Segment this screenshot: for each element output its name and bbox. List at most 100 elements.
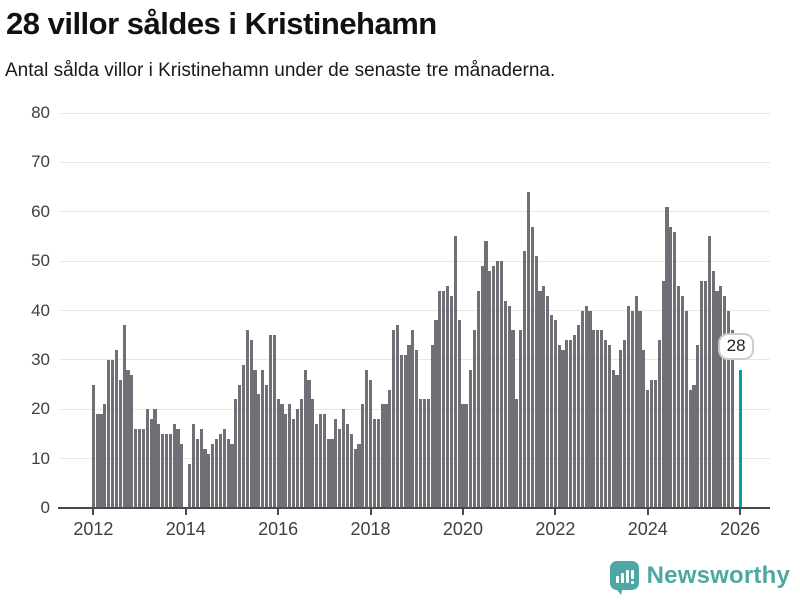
bar (723, 295, 727, 508)
bar (253, 369, 257, 508)
bar (476, 290, 480, 508)
bar (673, 231, 677, 508)
y-tick-label: 70 (31, 152, 50, 172)
bar (107, 359, 111, 508)
bar (492, 266, 496, 508)
bar (114, 350, 119, 508)
bar (91, 384, 95, 508)
bar (345, 424, 350, 508)
x-tick-label: 2014 (165, 519, 206, 539)
bar (342, 409, 346, 508)
bar (241, 364, 246, 508)
bar (445, 285, 450, 508)
bar (707, 236, 711, 508)
bar (676, 285, 681, 508)
bar (284, 414, 288, 508)
bar (646, 389, 650, 508)
bar (634, 295, 638, 508)
bar (715, 290, 719, 508)
bar (542, 285, 546, 508)
bar (484, 241, 488, 508)
bar (326, 438, 330, 508)
bar (176, 429, 180, 508)
bar (388, 389, 392, 508)
bar (453, 236, 457, 508)
bar (288, 404, 292, 508)
bar (430, 345, 434, 508)
bar (145, 409, 149, 508)
x-tick-label: 2026 (720, 519, 761, 539)
x-axis-tick (646, 508, 649, 515)
x-axis-tick (277, 508, 280, 515)
bar (730, 330, 735, 508)
bar (449, 295, 453, 508)
bar (465, 404, 469, 508)
x-tick-label: 2016 (258, 519, 299, 539)
bar (488, 271, 492, 508)
bar (603, 340, 607, 508)
bar (411, 330, 415, 508)
bar (257, 394, 261, 508)
bar (442, 290, 446, 508)
bar (353, 448, 357, 508)
bar (711, 271, 715, 508)
bar (95, 414, 99, 508)
bar (207, 453, 211, 508)
bar (122, 325, 126, 508)
bar (407, 345, 411, 508)
bar (669, 226, 673, 508)
bar (688, 389, 692, 508)
bar (630, 310, 634, 508)
bar (365, 369, 369, 508)
bar (234, 399, 238, 508)
bar (703, 280, 708, 508)
bar (322, 414, 326, 508)
bar (195, 438, 199, 508)
highlighted-bar (738, 369, 742, 508)
bar (157, 424, 161, 508)
gridline (60, 260, 770, 262)
bar (638, 310, 642, 508)
bar (380, 404, 384, 508)
gridline (60, 112, 770, 114)
bar (434, 320, 438, 508)
bar (696, 345, 700, 508)
bar (191, 424, 196, 508)
bar (515, 399, 519, 508)
bar-chart-speech-bubble-icon (609, 561, 639, 595)
y-tick-label: 40 (31, 300, 50, 320)
bar (653, 379, 658, 508)
bar (623, 340, 627, 508)
bar (415, 350, 419, 508)
bar (684, 310, 688, 508)
bar (496, 261, 500, 508)
bar (222, 429, 226, 508)
bar (534, 256, 538, 508)
bar (357, 443, 361, 508)
bar (372, 419, 376, 508)
bar (438, 290, 442, 508)
y-tick-label: 20 (31, 399, 50, 419)
bar (650, 379, 654, 508)
bar (469, 369, 473, 508)
x-axis-tick (184, 508, 187, 515)
x-axis-tick (739, 508, 742, 515)
bar (265, 384, 269, 508)
bar (295, 409, 299, 508)
bar (315, 424, 319, 508)
bar (111, 359, 115, 508)
bar (557, 345, 561, 508)
bar (153, 409, 157, 508)
bar (727, 310, 731, 508)
bar (99, 414, 103, 508)
bar (422, 399, 427, 508)
bar (665, 206, 669, 508)
bar (395, 325, 400, 508)
bar (538, 290, 542, 508)
bar (700, 280, 704, 508)
bar (168, 433, 172, 508)
gridline (60, 211, 770, 213)
bar (276, 399, 280, 508)
y-tick-label: 60 (31, 201, 50, 221)
bar (599, 330, 604, 508)
